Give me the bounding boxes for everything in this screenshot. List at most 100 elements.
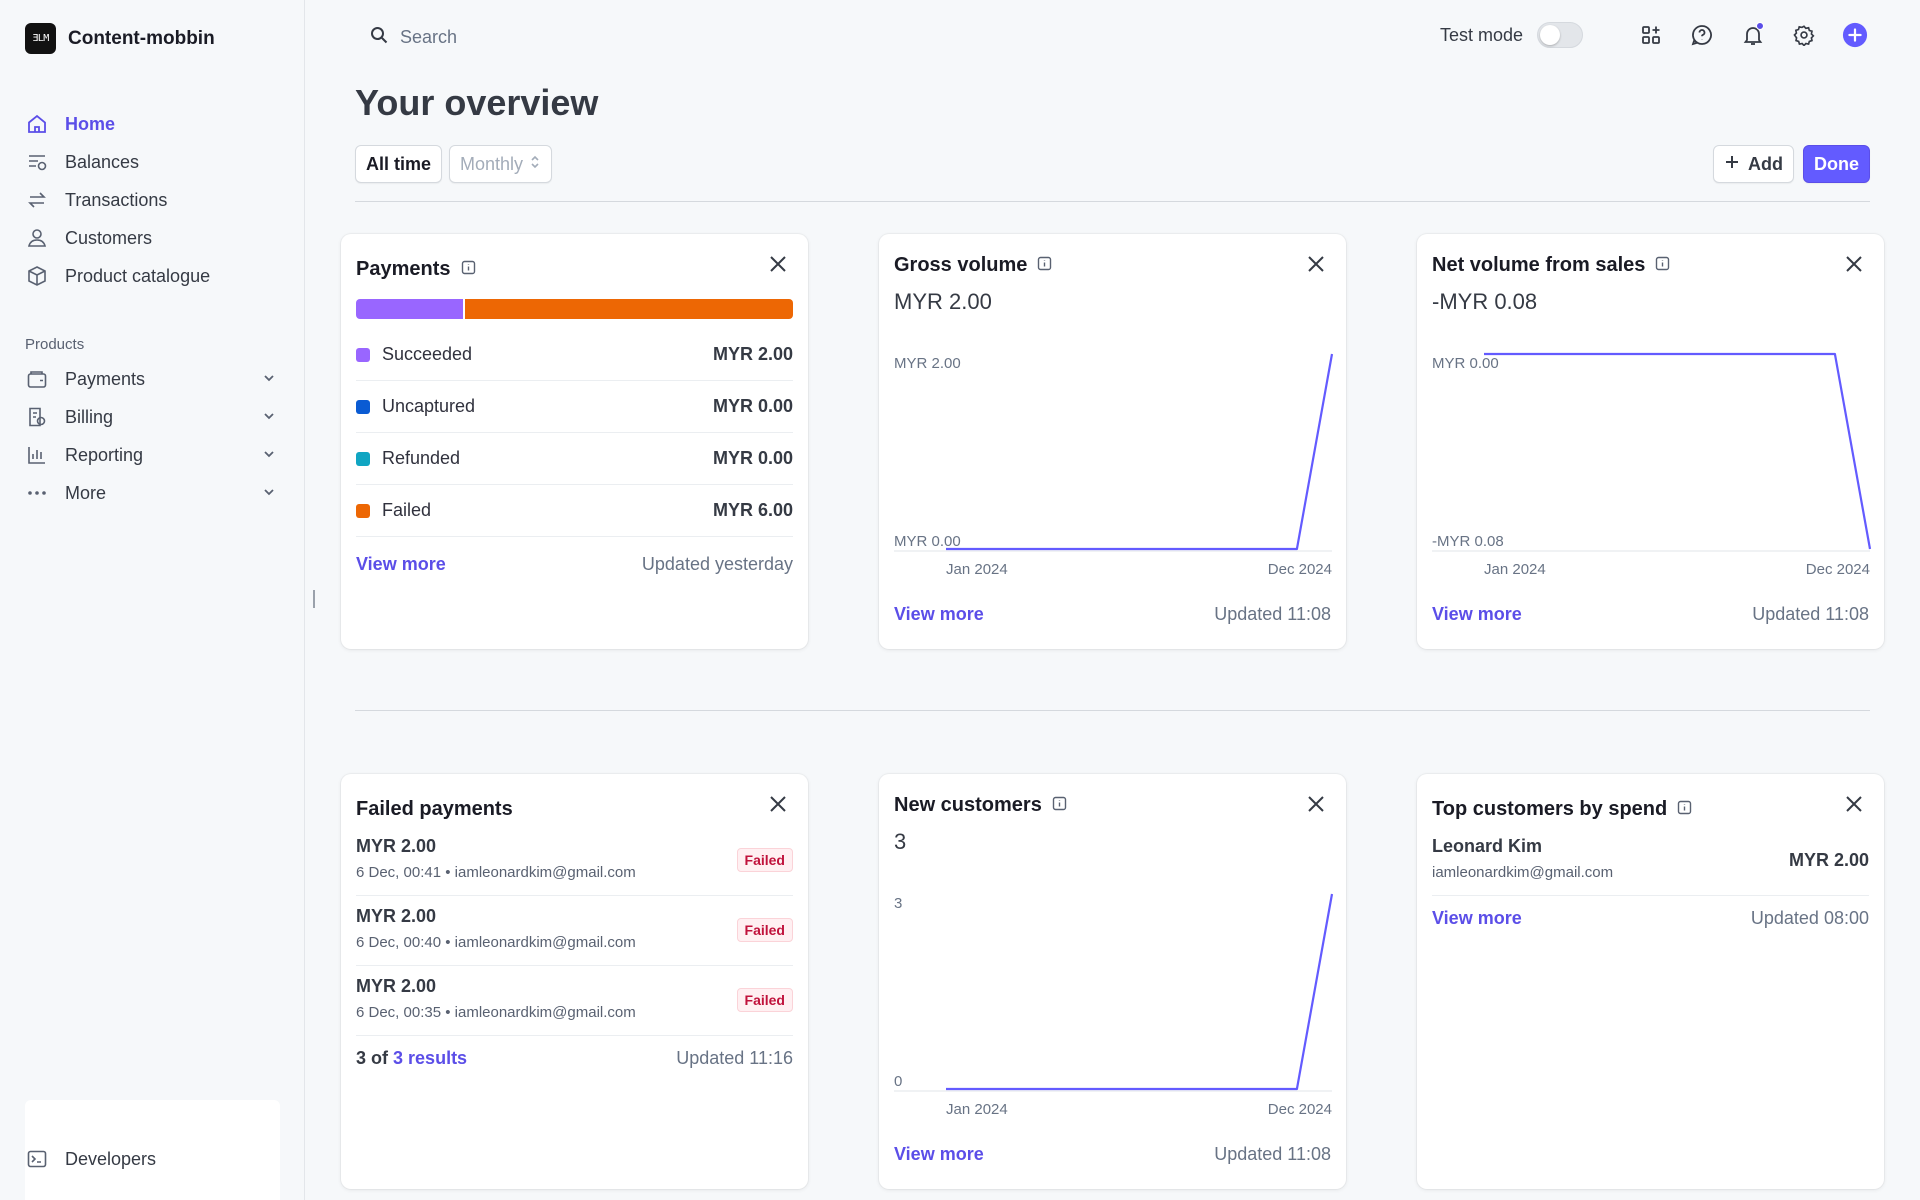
monthly-label: Monthly	[460, 153, 524, 174]
failed-payments-title: Failed payments	[356, 798, 513, 820]
add-label: Add	[1748, 153, 1783, 174]
sidebar-item-product-catalogue[interactable]: Product catalogue	[25, 257, 280, 295]
sidebar-item-label: More	[65, 482, 107, 503]
payment-row-refunded[interactable]: Refunded MYR 0.00	[356, 433, 793, 485]
sidebar-item-label: Transactions	[65, 189, 168, 210]
chevron-down-icon	[262, 483, 276, 504]
info-icon[interactable]	[461, 258, 476, 281]
close-icon[interactable]	[1842, 252, 1866, 276]
gear-icon[interactable]	[1791, 22, 1817, 48]
new-customers-title: New customers	[894, 794, 1042, 816]
monthly-select[interactable]: Monthly	[449, 145, 553, 183]
add-widget-button[interactable]: Add	[1713, 145, 1794, 183]
customer-spend: MYR 2.00	[1788, 850, 1869, 870]
sidebar: ƎLM Content-mobbin Home Balances Transac…	[0, 0, 305, 1200]
status-badge: Failed	[736, 918, 793, 942]
payments-bar-succeeded	[356, 299, 466, 319]
net-volume-title: Net volume from sales	[1432, 254, 1646, 276]
bell-icon[interactable]	[1740, 22, 1766, 48]
x-tick-label: Jan 2024	[946, 1101, 1008, 1118]
x-tick-label: Jan 2024	[1484, 561, 1546, 578]
sidebar-item-balances[interactable]: Balances	[25, 143, 280, 181]
payment-row-failed[interactable]: Failed MYR 6.00	[356, 485, 793, 537]
create-plus-icon[interactable]	[1842, 22, 1868, 48]
home-icon	[25, 112, 49, 136]
info-icon[interactable]	[1655, 254, 1670, 277]
help-icon[interactable]	[1689, 22, 1715, 48]
notification-dot	[1756, 22, 1764, 30]
close-icon[interactable]	[766, 252, 790, 276]
brand[interactable]: ƎLM Content-mobbin	[25, 23, 215, 54]
updated-timestamp: Updated 11:16	[676, 1048, 793, 1068]
view-more-link[interactable]: View more	[894, 604, 984, 624]
brand-name: Content-mobbin	[68, 27, 215, 49]
close-icon[interactable]	[1842, 792, 1866, 816]
apps-icon[interactable]	[1638, 22, 1664, 48]
search-bar[interactable]: Search	[370, 26, 457, 49]
view-more-link[interactable]: View more	[1432, 908, 1522, 928]
sidebar-item-label: Reporting	[65, 444, 144, 465]
balances-icon	[25, 150, 49, 174]
sidebar-item-billing[interactable]: Billing	[25, 398, 280, 436]
wallet-icon	[25, 367, 49, 391]
sidebar-item-label: Billing	[65, 406, 114, 427]
row-amount: MYR 0.00	[712, 448, 793, 468]
payment-amount: MYR 2.00	[356, 976, 437, 996]
payments-title: Payments	[356, 258, 451, 280]
sidebar-item-transactions[interactable]: Transactions	[25, 181, 280, 219]
test-mode-toggle[interactable]	[1537, 22, 1583, 48]
sidebar-item-label: Balances	[65, 151, 140, 172]
sidebar-item-more[interactable]: More	[25, 474, 280, 512]
failed-payments-card: Failed payments MYR 2.00 6 Dec, 00:41 • …	[341, 774, 808, 1189]
status-badge: Failed	[736, 848, 793, 872]
status-color	[356, 399, 370, 414]
gross-volume-chart: MYR 2.00 MYR 0.00 Jan 2024 Dec 2024	[894, 353, 1334, 578]
customers-icon	[25, 226, 49, 250]
results-prefix: 3 of	[356, 1048, 389, 1068]
view-more-link[interactable]: View more	[894, 1144, 984, 1164]
row-label: Succeeded	[382, 344, 473, 364]
all-time-button[interactable]: All time	[355, 145, 443, 183]
payment-meta: 6 Dec, 00:41 • iamleonardkim@gmail.com	[356, 864, 636, 881]
gross-volume-card: Gross volume MYR 2.00 MYR 2.00 MYR 0.00 Ja…	[879, 234, 1346, 649]
toggle-knob	[1540, 25, 1560, 45]
failed-payment-row[interactable]: MYR 2.00 6 Dec, 00:40 • iamleonardkim@gm…	[356, 896, 793, 966]
sidebar-item-customers[interactable]: Customers	[25, 219, 280, 257]
top-customer-row[interactable]: Leonard Kim iamleonardkim@gmail.com MYR …	[1432, 826, 1869, 896]
info-icon[interactable]	[1037, 254, 1052, 277]
sidebar-item-reporting[interactable]: Reporting	[25, 436, 280, 474]
product-catalogue-icon	[25, 264, 49, 288]
new-customers-chart: 3 0 Jan 2024 Dec 2024	[894, 893, 1334, 1118]
close-icon[interactable]	[1304, 252, 1328, 276]
done-button[interactable]: Done	[1803, 145, 1870, 183]
view-more-link[interactable]: View more	[356, 554, 446, 574]
payment-meta: 6 Dec, 00:40 • iamleonardkim@gmail.com	[356, 934, 636, 951]
card-title: Failed payments	[356, 798, 513, 821]
failed-payment-row[interactable]: MYR 2.00 6 Dec, 00:35 • iamleonardkim@gm…	[356, 966, 793, 1036]
info-icon[interactable]	[1052, 794, 1067, 817]
close-icon[interactable]	[1304, 792, 1328, 816]
view-more-link[interactable]: View more	[1432, 604, 1522, 624]
x-tick-label: Dec 2024	[1806, 561, 1870, 578]
products-section-label: Products	[25, 336, 85, 353]
transactions-icon	[25, 188, 49, 212]
sidebar-item-home[interactable]: Home	[25, 105, 280, 143]
failed-payment-row[interactable]: MYR 2.00 6 Dec, 00:41 • iamleonardkim@gm…	[356, 826, 793, 896]
payment-meta: 6 Dec, 00:35 • iamleonardkim@gmail.com	[356, 1004, 636, 1021]
sidebar-item-developers[interactable]: Developers	[25, 1140, 280, 1178]
sidebar-resize-handle[interactable]	[313, 590, 315, 608]
plus-icon	[1724, 154, 1740, 175]
payment-row-succeeded[interactable]: Succeeded MYR 2.00	[356, 329, 793, 381]
brand-logo: ƎLM	[25, 23, 56, 54]
new-customers-value: 3	[894, 829, 907, 854]
card-title: Payments	[356, 258, 476, 281]
x-tick-label: Dec 2024	[1268, 561, 1332, 578]
status-color	[356, 451, 370, 466]
close-icon[interactable]	[766, 792, 790, 816]
results-link[interactable]: 3 results	[393, 1048, 468, 1068]
info-icon[interactable]	[1677, 798, 1692, 821]
payment-row-uncaptured[interactable]: Uncaptured MYR 0.00	[356, 381, 793, 433]
chevron-down-icon	[262, 369, 276, 390]
sidebar-item-payments[interactable]: Payments	[25, 360, 280, 398]
sidebar-item-label: Developers	[65, 1148, 157, 1169]
